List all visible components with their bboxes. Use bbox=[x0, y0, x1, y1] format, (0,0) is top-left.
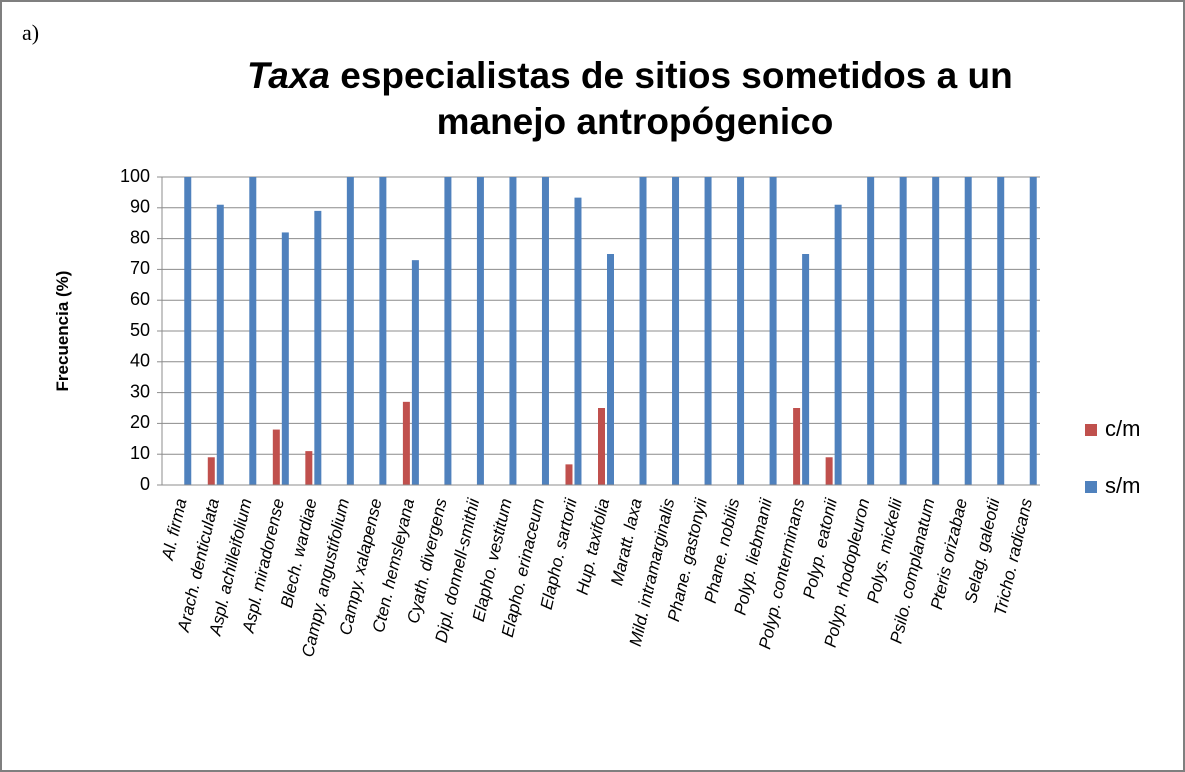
bar bbox=[769, 177, 777, 485]
y-tick-label: 50 bbox=[130, 320, 150, 340]
bar bbox=[574, 197, 582, 486]
y-tick-label: 30 bbox=[130, 381, 150, 401]
bar bbox=[509, 177, 517, 485]
chart-title: Taxa especialistas de sitios sometidos a… bbox=[247, 55, 1023, 142]
bar bbox=[476, 177, 484, 485]
y-tick-label: 90 bbox=[130, 197, 150, 217]
title-line: especialistas de sitios sometidos a un bbox=[340, 55, 1012, 96]
bar bbox=[737, 177, 745, 485]
y-tick-label: 40 bbox=[130, 351, 150, 371]
bar bbox=[305, 451, 313, 485]
bar bbox=[444, 177, 452, 485]
bar bbox=[541, 177, 549, 485]
bar bbox=[1029, 177, 1037, 485]
y-tick-label: 20 bbox=[130, 412, 150, 432]
y-tick-label: 100 bbox=[120, 166, 150, 186]
bar bbox=[216, 204, 224, 485]
bar bbox=[184, 177, 192, 485]
bar bbox=[825, 457, 833, 485]
bar bbox=[346, 177, 354, 485]
legend-label: c/m bbox=[1105, 416, 1140, 441]
y-tick-label: 0 bbox=[140, 474, 150, 494]
bar bbox=[639, 177, 647, 485]
bar bbox=[867, 177, 875, 485]
panel-label: a) bbox=[22, 20, 39, 45]
bar bbox=[793, 408, 801, 485]
bar bbox=[802, 254, 810, 485]
legend-label: s/m bbox=[1105, 473, 1140, 498]
bar bbox=[997, 177, 1005, 485]
bar bbox=[249, 177, 257, 485]
bar bbox=[704, 177, 712, 485]
bar bbox=[207, 457, 215, 485]
bar bbox=[964, 177, 972, 485]
y-tick-label: 70 bbox=[130, 258, 150, 278]
bar bbox=[607, 254, 614, 485]
legend-swatch bbox=[1085, 481, 1097, 493]
y-tick-label: 60 bbox=[130, 289, 150, 309]
bar bbox=[411, 260, 419, 485]
bar bbox=[314, 210, 322, 485]
bar bbox=[402, 401, 410, 485]
y-tick-label: 80 bbox=[130, 227, 150, 247]
bar bbox=[672, 177, 680, 485]
title-line: manejo antropógenico bbox=[437, 101, 834, 142]
bar bbox=[932, 177, 940, 485]
bar bbox=[834, 204, 842, 485]
bar bbox=[272, 429, 280, 485]
bar bbox=[281, 232, 289, 485]
title-italic: Taxa bbox=[247, 55, 330, 96]
bar bbox=[899, 177, 907, 485]
bar bbox=[565, 464, 573, 485]
bar bbox=[379, 177, 387, 485]
bar bbox=[598, 408, 605, 485]
legend-swatch bbox=[1085, 424, 1097, 436]
y-tick-label: 10 bbox=[130, 443, 150, 463]
y-axis-label: Frecuencia (%) bbox=[53, 271, 72, 392]
